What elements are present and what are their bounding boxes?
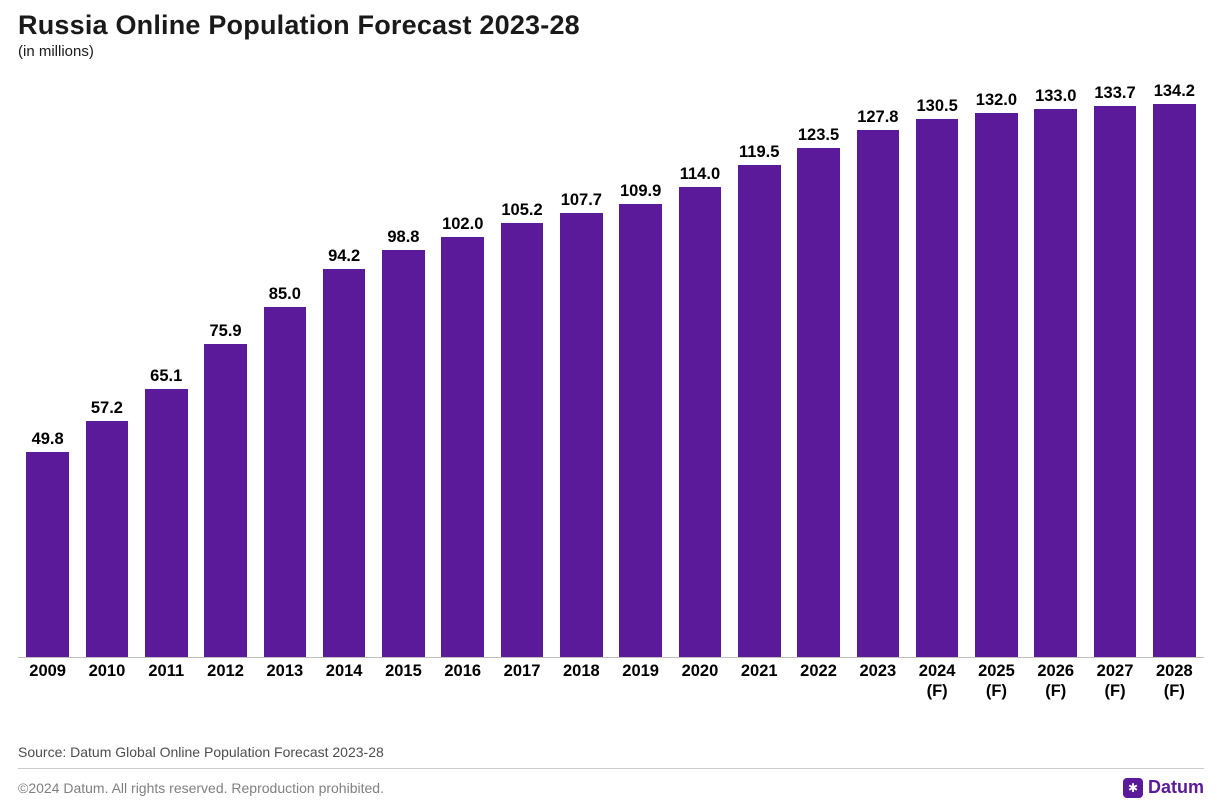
bar-2016: 102.0 — [441, 237, 484, 657]
bar-value-label: 57.2 — [86, 399, 129, 418]
forecast-marker: (F) — [1085, 682, 1144, 702]
x-label-2027: 2027(F) — [1085, 662, 1144, 702]
forecast-marker: (F) — [1145, 682, 1204, 702]
bar-value-label: 98.8 — [382, 228, 425, 247]
brand-logo: ✱ Datum — [1123, 777, 1204, 798]
x-label-2018: 2018 — [552, 662, 611, 682]
bar-value-label: 134.2 — [1153, 82, 1196, 101]
x-label-2010: 2010 — [77, 662, 136, 682]
source-text: Source: Datum Global Online Population F… — [18, 744, 384, 760]
bar-2027: 133.7 — [1094, 106, 1137, 657]
bar-value-label: 85.0 — [264, 285, 307, 304]
bar-value-label: 119.5 — [738, 143, 781, 162]
chart-area: 49.8 57.2 65.1 75.9 85.0 94.2 98.8 102.0 105.2 10… — [18, 80, 1204, 712]
bar-value-label: 127.8 — [857, 108, 900, 127]
x-label-2012: 2012 — [196, 662, 255, 682]
bar-value-label: 49.8 — [26, 430, 69, 449]
bar-2012: 75.9 — [204, 344, 247, 657]
x-label-2021: 2021 — [730, 662, 789, 682]
x-label-2026: 2026(F) — [1026, 662, 1085, 702]
bar-value-label: 102.0 — [441, 215, 484, 234]
bar-2015: 98.8 — [382, 250, 425, 657]
bar-2022: 123.5 — [797, 148, 840, 657]
x-label-2024: 2024(F) — [908, 662, 967, 702]
bar-value-label: 109.9 — [619, 182, 662, 201]
bar-value-label: 114.0 — [679, 165, 722, 184]
bar-2011: 65.1 — [145, 389, 188, 657]
bar-value-label: 133.0 — [1034, 87, 1077, 106]
bar-value-label: 107.7 — [560, 191, 603, 210]
bar-2021: 119.5 — [738, 165, 781, 658]
bar-2023: 127.8 — [857, 130, 900, 657]
bar-2025: 132.0 — [975, 113, 1018, 657]
bar-value-label: 133.7 — [1094, 84, 1137, 103]
bar-2018: 107.7 — [560, 213, 603, 657]
logo-text: Datum — [1148, 777, 1204, 798]
chart-header: Russia Online Population Forecast 2023-2… — [0, 0, 1222, 60]
bar-value-label: 94.2 — [323, 247, 366, 266]
bar-value-label: 105.2 — [501, 201, 544, 220]
x-label-2019: 2019 — [611, 662, 670, 682]
x-label-2022: 2022 — [789, 662, 848, 682]
logo-mark-icon: ✱ — [1123, 778, 1143, 798]
plot-area: 49.8 57.2 65.1 75.9 85.0 94.2 98.8 102.0 105.2 10… — [18, 80, 1204, 658]
forecast-marker: (F) — [908, 682, 967, 702]
x-label-2017: 2017 — [492, 662, 551, 682]
forecast-marker: (F) — [1026, 682, 1085, 702]
x-label-2016: 2016 — [433, 662, 492, 682]
x-label-2028: 2028(F) — [1145, 662, 1204, 702]
x-label-2020: 2020 — [670, 662, 729, 682]
bar-value-label: 65.1 — [145, 367, 188, 386]
bar-2028: 134.2 — [1153, 104, 1196, 657]
bar-2026: 133.0 — [1034, 109, 1077, 657]
bar-2019: 109.9 — [619, 204, 662, 657]
x-label-2023: 2023 — [848, 662, 907, 682]
bar-2024: 130.5 — [916, 119, 959, 657]
bar-2010: 57.2 — [86, 421, 129, 657]
bar-2009: 49.8 — [26, 452, 69, 657]
bar-value-label: 132.0 — [975, 91, 1018, 110]
bar-value-label: 130.5 — [916, 97, 959, 116]
x-label-2013: 2013 — [255, 662, 314, 682]
x-label-2011: 2011 — [137, 662, 196, 682]
x-label-2025: 2025(F) — [967, 662, 1026, 702]
x-axis-labels: 2009201020112012201320142015201620172018… — [18, 658, 1204, 712]
bar-2020: 114.0 — [679, 187, 722, 657]
bar-2013: 85.0 — [264, 307, 307, 657]
footer: ©2024 Datum. All rights reserved. Reprod… — [18, 768, 1204, 798]
bar-2017: 105.2 — [501, 223, 544, 657]
bar-2014: 94.2 — [323, 269, 366, 657]
chart-title: Russia Online Population Forecast 2023-2… — [18, 10, 1204, 41]
bar-value-label: 75.9 — [204, 322, 247, 341]
x-label-2009: 2009 — [18, 662, 77, 682]
chart-subtitle: (in millions) — [18, 43, 1204, 60]
copyright-text: ©2024 Datum. All rights reserved. Reprod… — [18, 780, 384, 796]
bar-value-label: 123.5 — [797, 126, 840, 145]
forecast-marker: (F) — [967, 682, 1026, 702]
x-label-2015: 2015 — [374, 662, 433, 682]
x-label-2014: 2014 — [315, 662, 374, 682]
